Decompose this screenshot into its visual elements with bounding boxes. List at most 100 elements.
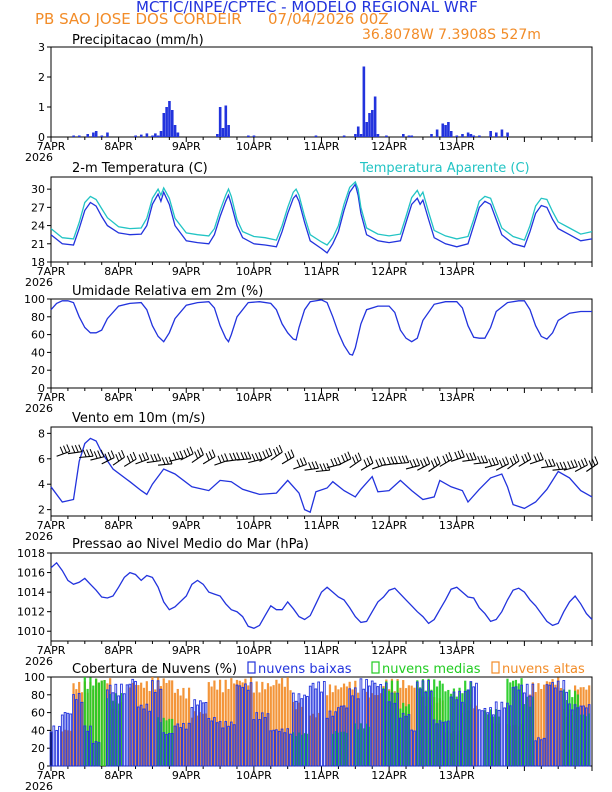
cloud-bar-low [520, 684, 523, 767]
x-tick-label: 12APR [371, 391, 407, 404]
cloud-bar-high [280, 678, 284, 766]
precip-bar [156, 135, 160, 137]
cloud-bar-low [255, 712, 259, 767]
cloud-bar-low [576, 707, 580, 767]
y-tick-label: 4 [38, 478, 45, 491]
y-tick-label: 20 [31, 742, 45, 755]
cloud-bar-low [489, 707, 492, 767]
wind-barb-flag [110, 450, 115, 458]
cloud-bar-mid [461, 693, 464, 766]
cloud-bar-mid [441, 683, 444, 766]
cloud-bar-low [139, 704, 143, 767]
cloud-bar-low [508, 705, 512, 767]
cloud-bar-mid [514, 679, 518, 766]
x-tick-label: 8APR [104, 391, 133, 404]
cloud-bar-mid [388, 690, 391, 766]
cloud-bar-high [210, 686, 213, 766]
panel-title-2: Temperatura Aparente (C) [359, 161, 530, 176]
precip-bar [154, 133, 157, 137]
wind-barb-flag [347, 451, 352, 459]
cloud-bar-low [455, 699, 459, 767]
cloud-bar-high [283, 686, 286, 766]
x-tick-label: 13APR [439, 391, 475, 404]
precip-bar [86, 134, 90, 137]
y-tick-label: 27 [31, 201, 45, 214]
wind-barb-flag [457, 450, 462, 459]
cloud-bar-low [275, 729, 278, 767]
wind-barb-flag [100, 449, 105, 457]
cloud-bar-mid [109, 694, 112, 766]
wind-barb-flag [330, 458, 335, 467]
cloud-bar-high [373, 695, 377, 766]
cloud-bar-high [216, 689, 219, 766]
cloud-bar-high [537, 683, 540, 766]
cloud-bar-low [542, 737, 546, 767]
cloud-bar-mid [571, 697, 574, 766]
wind-barb-flag [448, 452, 453, 460]
cloud-bar-low [587, 704, 591, 767]
cloud-bar-low [52, 725, 56, 767]
precip-bar [376, 134, 380, 137]
wind-barb-flag [179, 450, 184, 459]
wind-barb-flag [577, 461, 582, 469]
cloud-bar-mid [433, 679, 436, 766]
y-tick-label: 0 [38, 760, 45, 773]
cloud-bar-mid [582, 714, 585, 766]
wind-barb-flag [445, 453, 450, 462]
precip-bar [72, 135, 75, 137]
x-tick-label: 13APR [439, 644, 475, 657]
cloud-bar-low [108, 684, 112, 767]
cloud-bar-high [255, 681, 258, 766]
precip-bar [162, 113, 166, 137]
cloud-bar-mid [117, 703, 120, 766]
cloud-bar-mid [368, 726, 371, 766]
wind-barb-flag [527, 452, 532, 460]
cloud-bar-low [249, 682, 253, 767]
wind-barb-flag [247, 451, 252, 459]
cloud-bar-mid [573, 690, 577, 766]
cloud-bar-low [215, 722, 219, 767]
wind-barb-flag [521, 455, 526, 464]
cloud-bar-high [78, 681, 81, 766]
cloud-bar-high [244, 678, 247, 766]
cloud-bar-low [525, 683, 529, 767]
cloud-bar-mid [357, 729, 360, 766]
cloud-bar-mid [424, 690, 427, 766]
cloud-bar-low [156, 680, 160, 767]
cloud-bar-low [111, 692, 115, 767]
y-tick-label: 80 [31, 689, 45, 702]
cloud-bar-mid [483, 710, 487, 766]
precip-bar [489, 131, 492, 137]
cloud-bar-high [342, 683, 346, 766]
cloud-bar-mid [565, 699, 568, 766]
cloud-bar-mid [359, 723, 363, 766]
cloud-bar-low [351, 695, 354, 767]
cloud-bar-low [559, 690, 563, 767]
cloud-bar-low [477, 709, 481, 767]
cloud-bar-low [384, 682, 388, 767]
cloud-bar-low [531, 683, 535, 767]
x-tick-label: 8APR [104, 140, 133, 153]
wind-barb-flag [220, 454, 225, 462]
legend-label: nuvens baixas [258, 662, 352, 677]
x-tick-label: 8APR [104, 519, 133, 532]
precip-bar [151, 135, 154, 137]
precip-bar [221, 128, 225, 137]
legend-swatch [371, 661, 380, 674]
cloud-bar-low [328, 710, 332, 767]
wind-barb-flag [224, 453, 229, 461]
cloud-bar-low [193, 699, 197, 767]
precip-bar [441, 123, 445, 137]
cloud-bar-mid [393, 692, 396, 766]
cloud-bar-mid [585, 716, 588, 766]
cloud-bar-low [66, 712, 70, 767]
cloud-bar-low [134, 680, 137, 767]
cloud-bar-mid [512, 680, 515, 766]
cloud-bar-low [472, 686, 476, 767]
cloud-bar-mid [489, 709, 492, 766]
wind-barb-flag [366, 457, 371, 466]
wind-barb-flag [559, 461, 564, 470]
cloud-bar-low [523, 692, 526, 767]
cloud-bar-high [140, 682, 143, 766]
cloud-bar-mid [526, 696, 529, 766]
